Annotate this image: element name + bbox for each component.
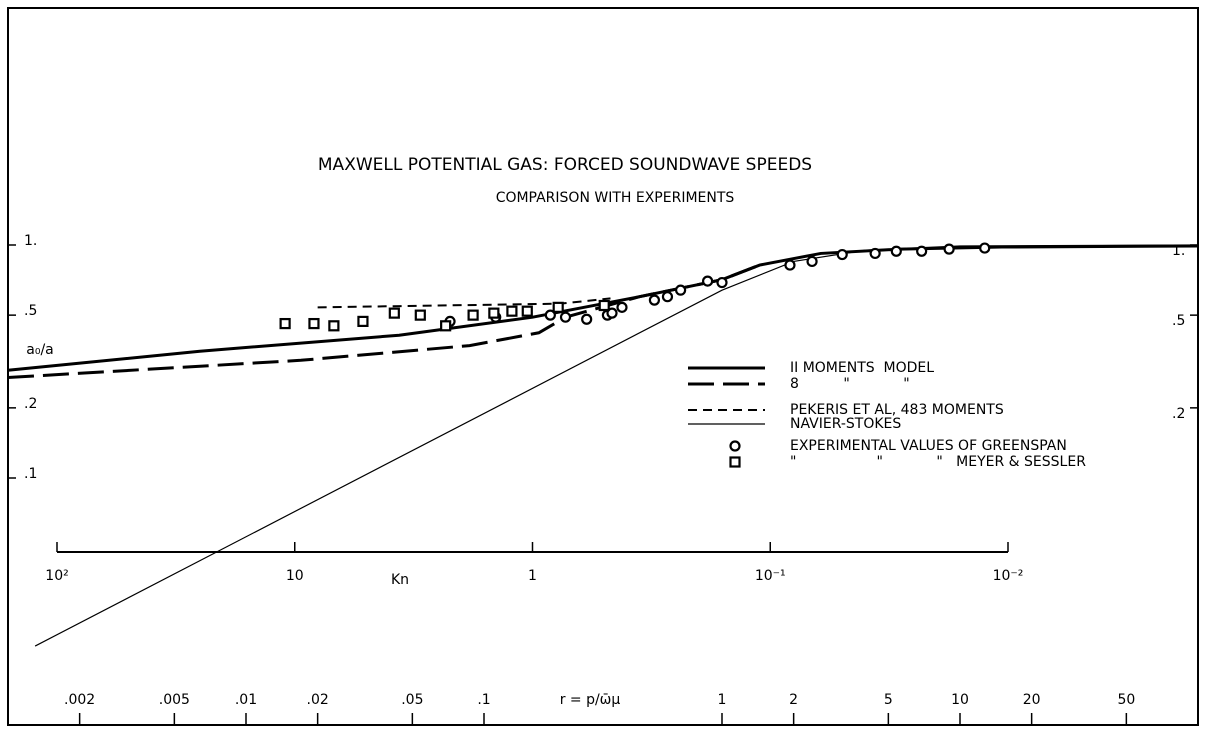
data-point (806, 255, 818, 268)
y-tick-label: .5 (24, 303, 37, 319)
y2-tick-label: .2 (1172, 406, 1185, 422)
data-point (581, 313, 593, 325)
x-tick-label: .05 (401, 692, 423, 708)
legend-label: EXPERIMENTAL VALUES OF GREENSPAN (790, 438, 1067, 454)
series-line (317, 297, 611, 309)
x-tick-label: 5 (884, 692, 893, 708)
x-tick-label: 50 (1117, 692, 1135, 708)
data-point (784, 259, 796, 271)
data-point (616, 301, 628, 313)
frame (7, 7, 1199, 726)
data-point (979, 242, 991, 254)
data-point (488, 307, 500, 319)
legend-label: " " " MEYER & SESSLER (790, 454, 1086, 470)
x-tick-label: .002 (64, 692, 95, 708)
data-point (544, 309, 556, 321)
legend-label: PEKERIS ET AL, 483 MOMENTS (790, 402, 1004, 418)
data-point (440, 320, 452, 332)
x-tick-label: 2 (789, 692, 798, 708)
chart-subtitle: COMPARISON WITH EXPERIMENTS (496, 190, 735, 206)
x-tick-label: .02 (307, 692, 329, 708)
data-point (308, 317, 320, 330)
kn-tick-label: 1 (528, 568, 537, 584)
data-point (661, 291, 674, 303)
legend-marker (729, 440, 741, 452)
data-point (598, 299, 610, 312)
data-point (279, 317, 291, 330)
x-tick-label: 10 (951, 692, 969, 708)
data-point (357, 315, 369, 328)
x-tick-label: .005 (159, 692, 190, 708)
y-axis-label: a₀/a (26, 342, 54, 358)
y-tick-label: .1 (24, 466, 37, 482)
data-point (388, 307, 400, 319)
data-point (702, 275, 714, 287)
data-point (414, 309, 426, 321)
data-point (559, 311, 572, 323)
y2-tick-label: .5 (1172, 313, 1185, 329)
data-point (506, 305, 518, 317)
data-point (890, 245, 902, 257)
data-point (328, 320, 340, 332)
kn-tick-label: 10 (286, 568, 304, 584)
data-point (552, 301, 564, 313)
legend-label: NAVIER-STOKES (790, 416, 901, 432)
series-line (7, 263, 761, 379)
data-point (467, 309, 479, 321)
data-point (836, 248, 848, 261)
legend-label: II MOMENTS MODEL (790, 360, 934, 376)
data-point (521, 305, 533, 317)
data-point (716, 276, 728, 289)
y-tick-label: 1. (24, 233, 37, 249)
x-tick-label: 20 (1023, 692, 1041, 708)
x-tick-label: .01 (235, 692, 257, 708)
kn-tick-label: 10⁻¹ (755, 568, 786, 584)
y-tick-label: .2 (24, 396, 37, 412)
series-line (34, 244, 1199, 647)
data-point (675, 284, 687, 296)
chart-title: MAXWELL POTENTIAL GAS: FORCED SOUNDWAVE … (318, 155, 812, 175)
legend-label: 8 " " (790, 376, 910, 392)
data-point (869, 247, 881, 260)
x-tick-label: .1 (477, 692, 490, 708)
kn-tick-label: 10⁻² (993, 568, 1024, 584)
data-point (916, 245, 928, 257)
kn-tick-label: 10² (45, 568, 68, 584)
kn-axis-label: Kn (391, 572, 409, 588)
data-point (648, 294, 661, 306)
legend-marker (729, 456, 741, 468)
x-axis-label: r = p/ω̄μ (560, 692, 621, 708)
data-point (943, 243, 955, 255)
x-tick-label: 1 (718, 692, 727, 708)
